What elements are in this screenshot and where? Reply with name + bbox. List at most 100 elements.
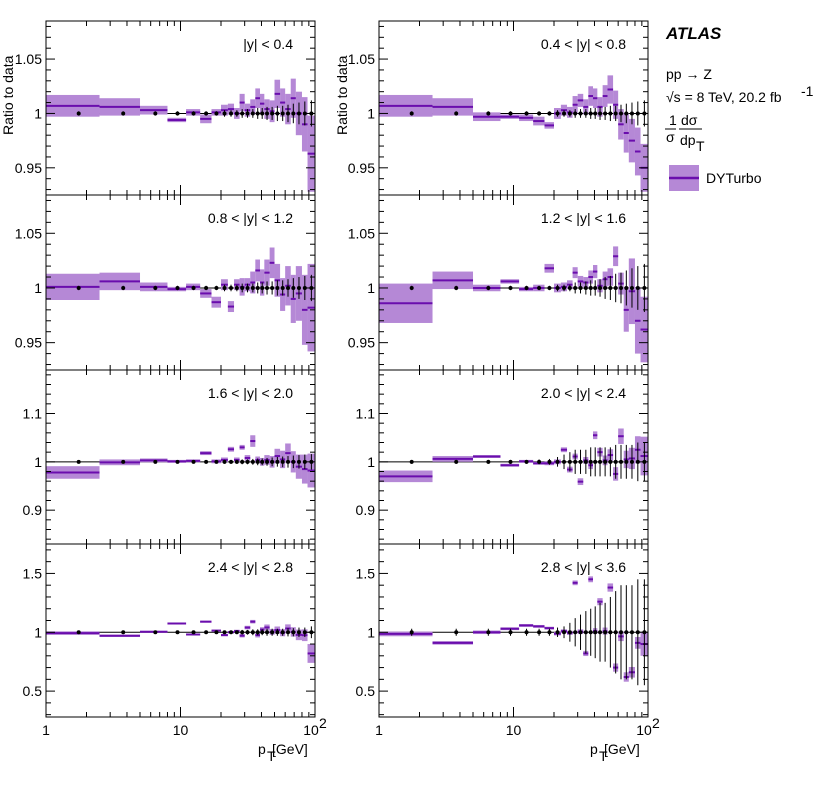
data-point (562, 111, 567, 116)
data-point (222, 285, 227, 290)
data-point (486, 630, 491, 635)
panel-3: 0.95 1 1.05 0.8 < |y| < 1.2 (15, 194, 316, 371)
data-point (608, 285, 613, 290)
data-point (76, 111, 81, 116)
panel-7: 0.511.5 2.4 < |y| < 2.81 10 10 2 (23, 543, 327, 738)
data-point (291, 459, 296, 464)
data-point (635, 111, 640, 116)
data-point (265, 111, 270, 116)
data-point (240, 285, 245, 290)
data-point (603, 459, 608, 464)
data-point (578, 459, 583, 464)
data-point (486, 111, 491, 116)
data-point (204, 285, 209, 290)
data-point (121, 459, 126, 464)
y-tick-label: 1.1 (23, 406, 43, 422)
data-point (588, 285, 593, 290)
data-point (234, 459, 239, 464)
x-axis-title-sub: T (267, 748, 276, 764)
data-point (624, 285, 629, 290)
data-point (635, 459, 640, 464)
data-point (508, 459, 513, 464)
panel-title: 2.0 < |y| < 2.4 (541, 385, 626, 401)
panel-1: 0.95 1 1.05 |y| < 0.4 (15, 20, 316, 196)
panel-plot-area (379, 428, 648, 486)
data-point (255, 630, 260, 635)
y-tick-label: 1 (34, 280, 42, 296)
data-point (567, 111, 572, 116)
data-point (191, 630, 196, 635)
data-point (250, 111, 255, 116)
legend-entry-dyturbo: DYTurbo (706, 170, 762, 186)
data-point (275, 285, 280, 290)
data-point (567, 630, 572, 635)
data-point (593, 630, 598, 635)
data-point (593, 111, 598, 116)
data-point (583, 111, 588, 116)
y-tick-label: 0.95 (348, 335, 375, 351)
y-axis-title-left: Ratio to data (0, 55, 16, 135)
y-tick-label: 0.95 (348, 160, 375, 176)
panel-title: 0.4 < |y| < 0.8 (541, 36, 626, 52)
data-point (608, 459, 613, 464)
data-point (619, 630, 624, 635)
panel-plot-area (379, 75, 648, 192)
panel-plot-area (46, 78, 315, 192)
x-axis-title-p: p (258, 741, 266, 757)
data-point (555, 630, 560, 635)
data-point (265, 459, 270, 464)
data-point (275, 459, 280, 464)
data-point (291, 111, 296, 116)
data-point (280, 111, 285, 116)
data-point (624, 111, 629, 116)
data-point (229, 111, 234, 116)
data-point (547, 285, 552, 290)
data-point (635, 630, 640, 635)
x-tick-label: 10 (636, 722, 652, 738)
data-point (608, 630, 613, 635)
data-point (222, 459, 227, 464)
data-point (583, 459, 588, 464)
data-point (121, 111, 126, 116)
data-point (613, 285, 618, 290)
data-point (286, 630, 291, 635)
data-point (486, 285, 491, 290)
data-point (598, 285, 603, 290)
data-point (524, 111, 529, 116)
x-tick-label-sup: 2 (652, 715, 660, 731)
obs-dsub: T (696, 138, 705, 154)
data-point (302, 459, 307, 464)
data-point (275, 111, 280, 116)
data-point (153, 111, 158, 116)
data-point (454, 459, 459, 464)
data-point (270, 285, 275, 290)
data-point (191, 285, 196, 290)
data-point (214, 285, 219, 290)
data-point (598, 111, 603, 116)
data-point (250, 459, 255, 464)
data-point (175, 459, 180, 464)
data-point (214, 630, 219, 635)
data-point (175, 285, 180, 290)
panel-4: 0.95 1 1.05 1.2 < |y| < 1.6 (348, 194, 649, 371)
data-point (121, 630, 126, 635)
data-point (524, 285, 529, 290)
data-point (593, 285, 598, 290)
x-tick-label: 1 (375, 722, 383, 738)
data-point (567, 285, 572, 290)
data-point (260, 111, 265, 116)
data-point (537, 285, 542, 290)
data-point (175, 111, 180, 116)
x-tick-label: 1 (42, 722, 50, 738)
y-tick-label: 1 (34, 454, 42, 470)
data-point (153, 630, 158, 635)
data-point (508, 111, 513, 116)
obs-num: 1 (669, 112, 677, 128)
y-tick-label: 1.05 (15, 225, 42, 241)
data-point (454, 630, 459, 635)
y-axis-title-right: Ratio to data (334, 55, 350, 135)
x-tick-label: 10 (303, 722, 319, 738)
panel-plot-area (379, 246, 648, 363)
data-point (562, 285, 567, 290)
